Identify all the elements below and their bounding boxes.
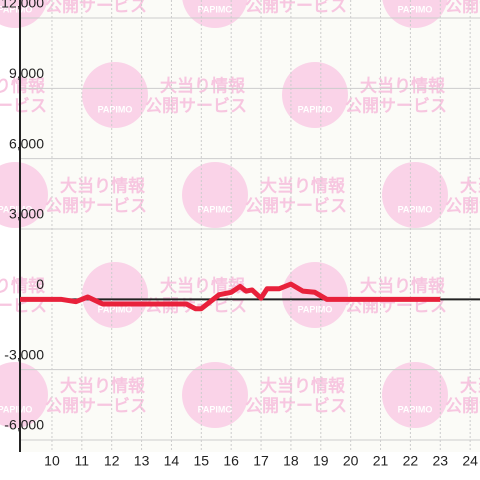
watermark-brand: PAPIMO [0,4,32,14]
watermark-text: 公開サービス [245,196,347,215]
watermark-brand: PAPIMO [198,404,233,414]
x-tick-label: 23 [432,453,448,469]
watermark-text: 公開サービス [45,196,147,215]
watermark-text: 大当り情報 [160,275,246,295]
watermark-text: 大当り情報 [60,175,146,195]
watermark-text: 公開サービス [45,396,147,415]
watermark-brand: PAPIMO [198,204,233,214]
x-tick-label: 13 [134,453,150,469]
watermark-text: 公開サービス [0,96,47,115]
watermark-circle [0,362,48,428]
y-tick-label: -6,000 [4,417,44,433]
watermark-circle [82,62,148,128]
watermark-text: 大当り情報 [0,275,46,295]
x-tick-label: 14 [164,453,180,469]
x-tick-label: 12 [104,453,120,469]
watermark-text: 大当り情報 [260,375,346,395]
watermark-brand: PAPIMO [398,404,433,414]
watermark-text: 公開サービス [445,0,480,15]
x-tick-label: 15 [194,453,210,469]
watermark-text: 公開サービス [145,296,247,315]
x-tick-label: 21 [373,453,389,469]
watermark-text: 公開サービス [445,396,480,415]
watermark-text: 公開サービス [145,96,247,115]
watermark-circle [0,162,48,228]
watermark-brand: PAPIMO [98,104,133,114]
x-tick-label: 18 [283,453,299,469]
watermark-text: 公開サービス [445,196,480,215]
x-tick-label: 19 [313,453,329,469]
watermark-circle [0,0,48,28]
y-tick-label: 6,000 [9,135,44,151]
watermark-brand: PAPIMO [398,204,433,214]
watermark-brand: PAPIMO [398,4,433,14]
y-tick-label: 3,000 [9,206,44,222]
watermark-brand: PAPIMO [0,404,32,414]
y-tick-label: 0 [36,276,44,292]
watermark-circle [182,362,248,428]
y-tick-label: -3,000 [4,346,44,362]
watermark-brand: PAPIMO [0,204,32,214]
x-tick-label: 24 [462,453,478,469]
x-tick-label: 11 [75,453,90,469]
y-tick-label: 12,000 [1,0,44,11]
watermark-brand: PAPIMO [98,304,133,314]
x-tick-label: 22 [403,453,419,469]
y-tick-label: 9,000 [9,65,44,81]
watermark-brand: PAPIMO [298,104,333,114]
watermark-text: 大当り情報 [360,275,446,295]
line-series [20,281,441,312]
x-tick-label: 20 [343,453,359,469]
watermark-text: 公開サービス [245,396,347,415]
watermark-text: 公開サービス [45,0,147,15]
watermark-circle [382,162,448,228]
x-tick-label: 17 [253,453,269,469]
watermark-circle [282,62,348,128]
x-tick-label: 10 [44,453,60,469]
watermark-circle [382,0,448,28]
watermark-brand: PAPIMO [298,304,333,314]
watermark-circle [182,162,248,228]
watermark-text: 大当り情報 [160,75,246,95]
watermark-text: 大当り情報 [0,75,46,95]
watermark-text: 公開サービス [345,96,447,115]
watermark-text: 公開サービス [245,0,347,15]
watermark-circle [382,362,448,428]
watermark-text: 大当り情報 [260,175,346,195]
watermark-circle [82,262,148,328]
watermark-brand: PAPIMO [198,4,233,14]
watermark-text: 大当り情報 [360,75,446,95]
x-tick-label: 16 [223,453,239,469]
watermark-text: 大当り情報 [60,375,146,395]
